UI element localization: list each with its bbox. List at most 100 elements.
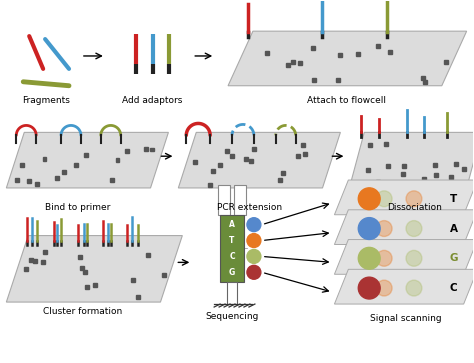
Bar <box>244 157 248 161</box>
Polygon shape <box>335 240 474 274</box>
Bar <box>337 78 340 82</box>
Bar <box>234 185 246 215</box>
Bar <box>421 76 425 79</box>
Text: Signal scanning: Signal scanning <box>370 314 442 323</box>
Polygon shape <box>6 132 168 188</box>
Bar <box>402 164 406 168</box>
Bar <box>401 172 405 176</box>
Bar <box>144 147 148 151</box>
Bar <box>92 283 97 287</box>
Bar <box>281 171 285 175</box>
Circle shape <box>376 280 392 296</box>
Text: C: C <box>229 252 235 261</box>
Circle shape <box>376 191 392 207</box>
Circle shape <box>406 191 422 207</box>
Bar <box>41 260 45 264</box>
Circle shape <box>358 218 380 240</box>
Text: Dissociation: Dissociation <box>388 203 442 212</box>
Bar <box>27 179 31 183</box>
Text: A: A <box>229 220 235 229</box>
Polygon shape <box>228 31 466 86</box>
Text: Fragments: Fragments <box>22 96 70 105</box>
Text: PCR extension: PCR extension <box>218 203 283 212</box>
Bar <box>356 52 359 56</box>
Bar <box>423 80 427 84</box>
Bar <box>462 167 466 171</box>
Circle shape <box>376 221 392 236</box>
Bar <box>383 142 388 146</box>
Bar <box>454 162 458 166</box>
Polygon shape <box>335 269 474 304</box>
Bar <box>208 183 212 187</box>
Circle shape <box>406 280 422 296</box>
Circle shape <box>358 277 380 299</box>
Bar <box>62 170 66 174</box>
Bar <box>376 180 380 184</box>
Polygon shape <box>335 210 474 245</box>
Circle shape <box>358 248 380 269</box>
Bar <box>29 258 33 262</box>
Bar <box>368 143 372 147</box>
Bar <box>55 176 59 180</box>
Circle shape <box>406 250 422 266</box>
Text: Cluster formation: Cluster formation <box>43 307 123 316</box>
Circle shape <box>247 265 261 279</box>
Bar <box>218 185 230 215</box>
Bar <box>433 163 437 167</box>
Bar <box>192 160 197 164</box>
Bar <box>444 60 447 64</box>
Circle shape <box>358 188 380 210</box>
Circle shape <box>406 221 422 236</box>
Bar <box>78 255 82 259</box>
Bar <box>312 78 316 82</box>
Polygon shape <box>6 236 182 302</box>
Bar <box>80 266 84 270</box>
Bar <box>74 163 78 167</box>
Polygon shape <box>178 132 340 188</box>
Text: C: C <box>450 283 457 293</box>
Bar <box>296 154 300 158</box>
Bar <box>449 175 453 179</box>
Bar <box>252 147 256 151</box>
Bar <box>422 177 426 181</box>
Bar <box>150 147 154 151</box>
Bar <box>456 181 460 185</box>
Bar <box>218 163 222 167</box>
Bar <box>35 182 39 186</box>
Bar <box>110 179 114 183</box>
Text: T: T <box>229 236 235 245</box>
Circle shape <box>247 218 261 232</box>
Bar <box>337 53 342 57</box>
Bar <box>229 154 234 158</box>
Bar <box>136 295 140 299</box>
Bar <box>131 278 135 281</box>
Bar <box>146 253 150 257</box>
Text: Attach to flowcell: Attach to flowcell <box>307 96 386 105</box>
Bar <box>220 215 244 282</box>
Bar <box>265 50 269 54</box>
Bar <box>286 63 290 67</box>
Text: G: G <box>449 253 458 263</box>
Bar <box>24 267 28 271</box>
Bar <box>225 149 229 153</box>
Text: G: G <box>229 268 235 277</box>
Bar <box>227 282 237 304</box>
Bar <box>85 285 89 289</box>
Bar <box>366 168 370 172</box>
Bar <box>388 50 392 54</box>
Bar <box>249 159 253 163</box>
Text: Sequencing: Sequencing <box>205 312 259 321</box>
Bar <box>84 153 88 157</box>
Bar <box>303 152 307 156</box>
Bar <box>43 156 46 160</box>
Bar <box>279 178 283 182</box>
Polygon shape <box>349 132 474 188</box>
Polygon shape <box>335 180 474 215</box>
Bar <box>83 270 87 274</box>
Bar <box>434 173 438 177</box>
Bar <box>298 61 302 65</box>
Circle shape <box>376 250 392 266</box>
Bar <box>375 44 380 48</box>
Bar <box>33 260 37 264</box>
Bar <box>162 273 166 277</box>
